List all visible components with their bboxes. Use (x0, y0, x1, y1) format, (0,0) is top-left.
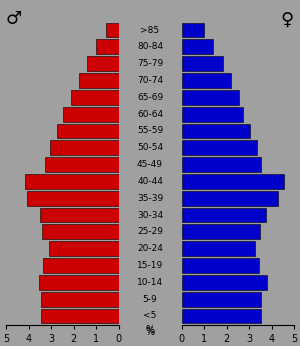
Bar (182, 309, 261, 324)
Bar (182, 275, 267, 290)
Text: 40-44: 40-44 (137, 177, 163, 186)
Bar (182, 90, 239, 105)
Bar (49, 241, 118, 256)
Text: 20-24: 20-24 (137, 244, 163, 253)
Text: 15-19: 15-19 (137, 261, 163, 270)
Bar (39, 275, 119, 290)
Text: ♀: ♀ (281, 10, 294, 28)
Bar (45, 157, 118, 172)
Bar (27, 191, 119, 206)
Text: ♂: ♂ (6, 10, 22, 28)
Text: <5: <5 (143, 311, 157, 320)
Text: 80-84: 80-84 (137, 42, 163, 51)
Bar (41, 292, 118, 307)
Text: 45-49: 45-49 (137, 160, 163, 169)
Bar (71, 90, 118, 105)
Text: 75-79: 75-79 (137, 59, 163, 68)
Bar (182, 124, 250, 138)
Bar (182, 22, 204, 37)
Text: %: % (146, 325, 154, 335)
Text: 55-59: 55-59 (137, 126, 163, 135)
Bar (182, 39, 213, 54)
Bar (182, 140, 257, 155)
Text: >85: >85 (140, 26, 160, 35)
Bar (87, 56, 119, 71)
Text: 35-39: 35-39 (137, 194, 163, 203)
Bar (182, 56, 223, 71)
Text: 70-74: 70-74 (137, 76, 163, 85)
Bar (79, 73, 118, 88)
Bar (182, 258, 259, 273)
Bar (41, 309, 118, 324)
Text: 25-29: 25-29 (137, 227, 163, 236)
Bar (182, 157, 261, 172)
Bar (182, 191, 278, 206)
Bar (182, 241, 255, 256)
Text: %: % (146, 327, 154, 337)
Bar (182, 107, 243, 121)
Text: 10-14: 10-14 (137, 278, 163, 287)
Bar (182, 73, 231, 88)
Bar (182, 208, 266, 222)
Bar (63, 107, 118, 121)
Bar (43, 258, 118, 273)
Bar (50, 140, 118, 155)
Text: 50-54: 50-54 (137, 143, 163, 152)
Bar (182, 174, 284, 189)
Bar (40, 208, 118, 222)
Text: 65-69: 65-69 (137, 93, 163, 102)
Bar (182, 225, 260, 239)
Text: 30-34: 30-34 (137, 211, 163, 220)
Bar (96, 39, 118, 54)
Text: 60-64: 60-64 (137, 110, 163, 119)
Bar (182, 292, 261, 307)
Bar (57, 124, 118, 138)
Text: 5-9: 5-9 (142, 295, 158, 304)
Bar (106, 22, 118, 37)
Bar (25, 174, 118, 189)
Bar (42, 225, 118, 239)
